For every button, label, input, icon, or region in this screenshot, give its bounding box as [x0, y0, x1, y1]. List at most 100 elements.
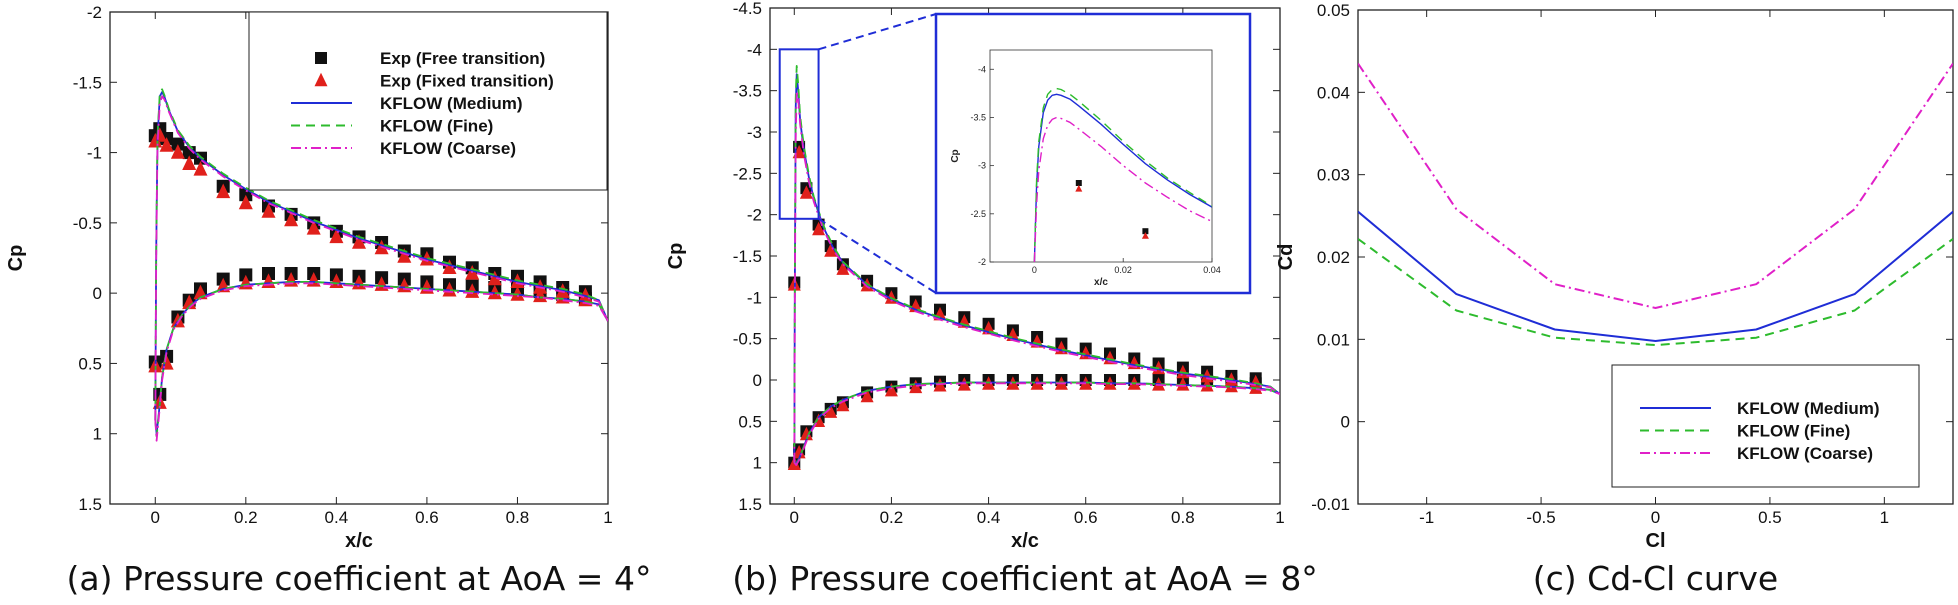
y-tick-label: 0: [93, 284, 102, 303]
y-tick-label: 0.05: [1317, 1, 1350, 20]
y-tick-label: 0.5: [78, 354, 102, 373]
legend-box: [248, 11, 608, 191]
y-tick-label: 0.02: [1317, 248, 1350, 267]
legend-box: [1611, 364, 1920, 488]
y-tick-label: 0.03: [1317, 166, 1350, 185]
panel-c: -1 -0.5 0 0.5 1 -0.01 0 0.01 0.02 0.03 0.04 0.05 Cl C…: [1275, 1, 1954, 598]
legend: Exp (Free transition) Exp (Fixed transiti…: [248, 11, 608, 191]
x-tick-label: 0.4: [325, 508, 349, 527]
panel-b: 0 0.2 0.4 0.6 0.8 1 -4.5 -4 -3.5 -3 -2.5 -2 -1.5 -1 -0…: [665, 0, 1318, 598]
exp-fixed-marker: [1224, 378, 1238, 393]
x-tick-label: 1: [603, 508, 612, 527]
kflow-coarse-line: [1358, 62, 1953, 309]
kflow-coarse-line: [154, 95, 608, 420]
kflow-medium-line: [1358, 210, 1953, 342]
exp-fixed-marker: [909, 379, 923, 394]
kflow-coarse-line: [793, 382, 1280, 466]
y-tick-label: 0: [1341, 413, 1350, 432]
y-tick-label: -0.01: [1311, 495, 1350, 514]
exp-fixed-marker: [419, 250, 434, 266]
inset-y-tick-label: -3: [978, 161, 986, 171]
exp-fixed-marker: [836, 261, 850, 275]
x-tick-label: 0: [790, 508, 799, 527]
kflow-coarse-line: [154, 282, 608, 442]
y-tick-label: -1.5: [733, 247, 762, 266]
exp-fixed-marker: [261, 203, 276, 218]
exp-fixed-marker: [442, 259, 457, 274]
kflow-fine-line: [1358, 238, 1953, 347]
x-tick-label: -1: [1419, 508, 1434, 527]
kflow-coarse-line: [793, 89, 1280, 463]
inset-y-tick-label: -4: [978, 64, 986, 74]
exp-fixed-marker: [465, 283, 480, 298]
kflow-fine-line: [154, 88, 608, 420]
exp-fixed-marker: [1200, 378, 1214, 392]
y-tick-label: -4: [747, 40, 762, 59]
x-tick-label: 0.6: [1074, 508, 1098, 527]
legend-square-marker: [315, 52, 327, 64]
inset-exp-free-marker: [1075, 180, 1082, 186]
x-tick-label: 0: [151, 508, 160, 527]
figure-caption: (a) Pressure coefficient at AoA = 4°: [67, 559, 652, 598]
exp-fixed-marker: [824, 404, 838, 418]
inset-exp-free-marker: [1142, 228, 1149, 235]
exp-fixed-marker: [216, 183, 231, 199]
inset-x-tick-label: 0.04: [1203, 265, 1221, 275]
y-tick-label: -1: [87, 144, 102, 163]
y-axis-label: Cd: [1275, 244, 1297, 271]
inset-plot-frame: [989, 49, 1213, 263]
inset-exp-fixed-marker: [1075, 184, 1083, 192]
legend-label: Exp (Fixed transition): [380, 72, 554, 91]
x-axis-label: x/c: [345, 530, 373, 552]
legend-label: KFLOW (Coarse): [1737, 444, 1873, 463]
exp-fixed-marker: [510, 286, 525, 301]
y-tick-label: -2.5: [733, 164, 762, 183]
inset-x-tick-label: 0: [1032, 265, 1037, 275]
legend: KFLOW (Medium) KFLOW (Fine) KFLOW (Coarse): [1611, 364, 1920, 488]
y-axis-label: Cp: [5, 245, 27, 272]
exp-fixed-marker: [1249, 380, 1263, 394]
y-tick-label: -0.5: [733, 330, 762, 349]
exp-fixed-marker: [1176, 364, 1190, 379]
exp-fixed-marker: [152, 127, 167, 142]
exp-fixed-marker: [884, 382, 898, 397]
x-tick-label: 1: [1880, 508, 1889, 527]
inset-kflow-medium-line: [1033, 93, 1212, 262]
exp-fixed-marker: [352, 234, 366, 249]
panel-a: 0 0.2 0.4 0.6 0.8 1 -2 -1.5 -1 -0.5 0 0.5 1 1.5 x/c Cp (…: [5, 3, 651, 598]
exp-fixed-marker: [487, 270, 502, 286]
inset: 0 0.02 0.04 -4 -3.5 -3 -2.5 -2 x/c Cp: [934, 12, 1252, 295]
x-tick-label: 0.2: [234, 508, 258, 527]
y-tick-label: 1.5: [738, 495, 762, 514]
exp-fixed-marker: [159, 137, 174, 152]
y-tick-label: -1.5: [73, 73, 102, 92]
data-layer: [787, 65, 1280, 470]
exp-fixed-marker: [836, 397, 850, 412]
y-tick-label: 0.5: [738, 412, 762, 431]
exp-fixed-marker: [824, 243, 838, 257]
inset-y-tick-label: -2.5: [970, 209, 986, 219]
y-tick-label: -0.5: [73, 214, 102, 233]
inset-kflow-coarse-line: [1033, 116, 1212, 262]
inset-exp-fixed-marker: [1141, 232, 1149, 239]
exp-fixed-marker: [442, 281, 457, 297]
y-tick-label: 1: [753, 454, 762, 473]
exp-fixed-marker: [812, 221, 826, 236]
y-tick-label: 0: [753, 371, 762, 390]
inset-y-tick-label: -2: [978, 257, 986, 267]
exp-fixed-marker: [182, 155, 197, 170]
exp-fixed-marker: [329, 228, 344, 244]
x-axis-label: x/c: [1011, 530, 1039, 552]
inset-x-axis-label: x/c: [1094, 277, 1108, 288]
exp-fixed-marker: [284, 211, 299, 227]
inset-kflow-fine-line: [1033, 87, 1212, 262]
exp-fixed-marker: [799, 426, 813, 441]
y-tick-label: 0.01: [1317, 330, 1350, 349]
exp-fixed-marker: [170, 144, 185, 159]
y-tick-label: -4.5: [733, 0, 762, 18]
exp-fixed-marker: [238, 194, 253, 210]
zoom-region-box: [778, 48, 820, 220]
inset-y-axis-label: Cp: [950, 149, 961, 162]
y-tick-label: -1: [747, 288, 762, 307]
exp-fixed-marker: [792, 444, 806, 459]
